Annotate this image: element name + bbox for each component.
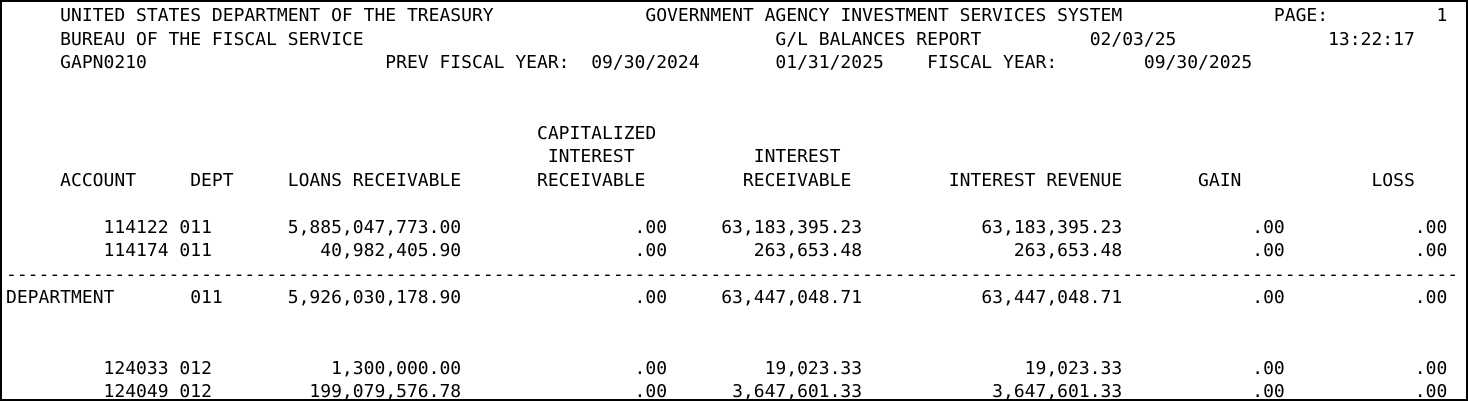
loans-receivable-cell: 199,079,576.78 (309, 381, 462, 401)
table-row: 124033 012 1,300,000.00 .00 19,023.33 19… (6, 357, 1448, 382)
interest-revenue-cell: 263,653.48 (1013, 240, 1123, 261)
gain-cell: .00 (1252, 357, 1285, 379)
prev-fiscal-year-date: 09/30/2024 (591, 52, 700, 73)
table-row: 124049 012 199,079,576.78 .00 3,647,601.… (6, 381, 1448, 401)
separator-row: ----------------------------------------… (6, 264, 1458, 288)
program-id: GAPN0210 (60, 52, 147, 73)
dept-cell: 011 (190, 287, 223, 308)
column-header-interest: INTEREST (753, 146, 841, 167)
interest-revenue-cell: 19,023.33 (1024, 357, 1123, 379)
report-time: 13:22:17 (1328, 28, 1415, 50)
dept-cell: 012 (179, 381, 212, 401)
dept-cell: 011 (179, 216, 212, 238)
fiscal-year-label: FISCAL YEAR: (927, 52, 1058, 73)
account-cell: 114122 (103, 216, 169, 238)
column-header-dept: DEPT (190, 169, 234, 191)
system-title: GOVERNMENT AGENCY INVESTMENT SERVICES SY… (645, 5, 1123, 26)
loss-cell: .00 (1414, 287, 1448, 308)
loss-cell: .00 (1414, 381, 1448, 401)
report-body: UNITED STATES DEPARTMENT OF THE TREASURY… (6, 5, 1458, 401)
loss-cell: .00 (1414, 240, 1448, 261)
interest-receivable-cell: 19,023.33 (764, 357, 863, 379)
report-name: G/L BALANCES REPORT (775, 28, 982, 50)
prev-fiscal-year-label: PREV FISCAL YEAR: (385, 52, 570, 73)
column-header-line-3: ACCOUNT DEPT LOANS RECEIVABLE RECEIVABLE… (6, 170, 1447, 194)
gain-cell: .00 (1252, 287, 1285, 308)
as-of-date: 01/31/2025 (775, 52, 884, 73)
loans-receivable-cell: 5,885,047,773.00 (287, 216, 462, 238)
column-header-loss: LOSS (1371, 169, 1415, 191)
column-header-interest-receivable: RECEIVABLE (742, 169, 852, 191)
department-total-row: DEPARTMENT 011 5,926,030,178.90 .00 63,4… (6, 287, 1447, 311)
page-number: 1 (1436, 5, 1448, 26)
fiscal-year-date: 09/30/2025 (1143, 52, 1253, 73)
header-line-3: GAPN0210 PREV FISCAL YEAR: 09/30/2024 01… (6, 52, 1447, 76)
blank-line (6, 193, 1447, 217)
loss-cell: .00 (1414, 357, 1448, 379)
account-cell: 124033 (103, 357, 169, 379)
loans-receivable-cell: 40,982,405.90 (320, 240, 462, 261)
blank-line (6, 311, 1447, 335)
loans-receivable-cell: 5,926,030,178.90 (287, 287, 462, 308)
column-header-capitalized-receivable: RECEIVABLE (537, 169, 646, 191)
separator-line: ----------------------------------------… (6, 263, 1459, 285)
dept-cell: 011 (179, 240, 212, 261)
account-cell: 114174 (103, 240, 169, 261)
gain-cell: .00 (1252, 381, 1285, 401)
capitalized-interest-receivable-cell: .00 (634, 357, 668, 379)
interest-revenue-cell: 63,447,048.71 (981, 287, 1123, 308)
table-row: 114122 011 5,885,047,773.00 .00 63,183,3… (6, 216, 1448, 241)
column-header-account: ACCOUNT (60, 169, 137, 191)
capitalized-interest-receivable-cell: .00 (634, 381, 668, 401)
dept-cell: 012 (179, 357, 212, 379)
capitalized-interest-receivable-cell: .00 (634, 216, 668, 238)
interest-receivable-cell: 3,647,601.33 (732, 381, 863, 401)
column-header-loans-receivable: LOANS RECEIVABLE (287, 169, 462, 191)
column-header-line-2: INTEREST INTEREST (6, 146, 1447, 170)
loans-receivable-cell: 1,300,000.00 (331, 357, 462, 379)
bureau-title: BUREAU OF THE FISCAL SERVICE (60, 28, 364, 50)
loss-cell: .00 (1414, 216, 1448, 238)
account-cell: 124049 (103, 381, 169, 401)
blank-line (6, 76, 1447, 100)
interest-receivable-cell: 63,447,048.71 (721, 287, 863, 308)
interest-receivable-cell: 63,183,395.23 (721, 216, 863, 238)
column-header-capitalized-interest: INTEREST (547, 146, 635, 167)
interest-revenue-cell: 3,647,601.33 (992, 381, 1123, 401)
gain-cell: .00 (1252, 216, 1285, 238)
blank-line (6, 334, 1447, 358)
table-row: 114174 011 40,982,405.90 .00 263,653.48 … (6, 240, 1448, 264)
capitalized-interest-receivable-cell: .00 (634, 240, 668, 261)
blank-line (6, 99, 1447, 123)
interest-receivable-cell: 263,653.48 (753, 240, 863, 261)
header-line-1: UNITED STATES DEPARTMENT OF THE TREASURY… (6, 5, 1447, 29)
column-header-gain: GAIN (1198, 169, 1242, 191)
column-header-interest-revenue: INTEREST REVENUE (948, 169, 1123, 191)
report-date: 02/03/25 (1089, 28, 1177, 50)
interest-revenue-cell: 63,183,395.23 (981, 216, 1123, 238)
department-total-label: DEPARTMENT (6, 287, 115, 308)
agency-title: UNITED STATES DEPARTMENT OF THE TREASURY (60, 5, 494, 26)
capitalized-interest-receivable-cell: .00 (634, 287, 668, 308)
header-line-2: BUREAU OF THE FISCAL SERVICE G/L BALANCE… (6, 29, 1447, 53)
page-label: PAGE: (1273, 5, 1329, 26)
gain-cell: .00 (1252, 240, 1285, 261)
column-header-capitalized: CAPITALIZED (537, 122, 657, 144)
column-header-line-1: CAPITALIZED (6, 123, 1447, 147)
